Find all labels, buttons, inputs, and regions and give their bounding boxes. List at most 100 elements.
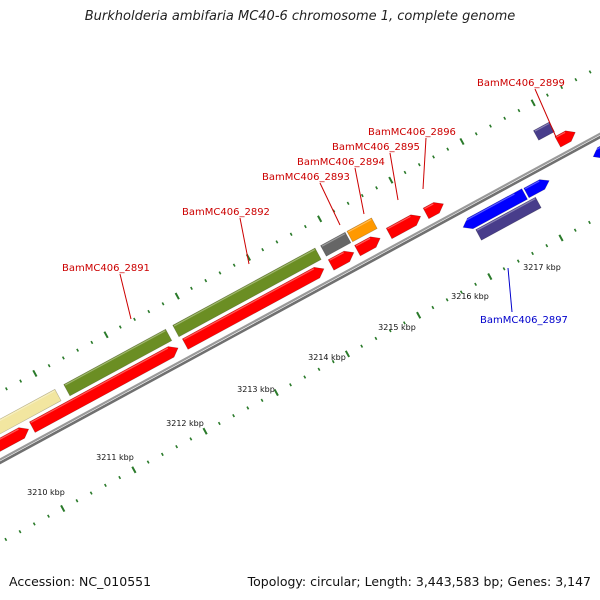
outer-tick [517, 108, 521, 113]
outer-tick [446, 147, 450, 151]
inner-tick [260, 398, 264, 402]
outer-tick [174, 292, 180, 300]
cds-feature-sheen [329, 252, 344, 261]
inner-tick [558, 234, 564, 242]
gene-feature-sheen [173, 249, 316, 327]
inner-tick [246, 406, 250, 410]
scale-tick-label: 3213 kbp [237, 385, 275, 394]
cds-feature [0, 427, 30, 452]
axis-line-upper [0, 132, 600, 461]
cds-feature [28, 346, 179, 433]
inner-tick [303, 375, 307, 379]
inner-tick [273, 388, 279, 397]
reverse-gene-feature-sheen [476, 198, 536, 231]
outer-tick [76, 348, 80, 352]
genome-summary-text: Topology: circular; Length: 3,443,583 bp… [247, 574, 591, 589]
outer-tick [261, 248, 265, 252]
outer-tick [546, 93, 549, 97]
inner-tick [388, 328, 392, 333]
outer-tick [32, 369, 38, 377]
inner-tick [474, 282, 478, 287]
inner-tick [331, 359, 335, 364]
inner-tick [573, 228, 577, 232]
outer-tick [417, 162, 421, 167]
outer-tick-track [5, 70, 592, 391]
map-title: Burkholderia ambifaria MC40-6 chromosome… [84, 9, 516, 24]
outer-tick [432, 155, 435, 159]
leader-line [507, 267, 513, 313]
outer-tick [218, 271, 222, 275]
gene-label: BamMC406_2893 [262, 172, 350, 183]
outer-tick [530, 99, 536, 107]
reverse-gene-feature-sheen [524, 180, 540, 190]
inner-tick [60, 504, 66, 513]
leader-line [319, 182, 341, 226]
gene-feature-sheen [534, 122, 550, 132]
inner-tick [104, 483, 107, 487]
gene-label: BamMC406_2891 [62, 263, 150, 274]
cds-feature-sheen [183, 268, 315, 340]
inner-tick [175, 444, 179, 449]
outer-tick [161, 302, 165, 306]
gene-labels: BamMC406_2891 BamMC406_2892 BamMC406_2893 B… [62, 78, 568, 326]
inner-tick [32, 522, 36, 526]
outer-tick [503, 116, 507, 121]
scale-tick-label: 3211 kbp [96, 453, 134, 462]
gene-feature-sheen [348, 218, 372, 233]
inner-tick [217, 421, 221, 426]
outer-tick [275, 240, 279, 244]
scale-tick-label: 3216 kbp [451, 292, 489, 301]
inner-tick [459, 290, 463, 294]
scale-tick-label: 3215 kbp [378, 323, 416, 332]
outer-tick [61, 356, 65, 360]
gene-label: BamMC406_2899 [477, 78, 565, 89]
outer-tick [388, 176, 394, 184]
outer-tick [588, 70, 592, 74]
outer-tick [346, 201, 350, 206]
gene-label: BamMC406_2896 [368, 127, 456, 138]
inner-tick [18, 529, 22, 534]
gene-label: BamMC406_2894 [297, 157, 385, 168]
outer-tick [103, 331, 109, 339]
gene-feature [63, 328, 173, 397]
leader-line [389, 152, 399, 201]
feature-track [0, 121, 600, 452]
scale-tick-label: 3210 kbp [27, 488, 65, 497]
inner-tick [202, 427, 208, 435]
outer-tick [574, 77, 578, 82]
axis-line-lower [0, 135, 600, 465]
leader-line [119, 273, 132, 320]
outer-tick [90, 340, 94, 345]
cds-feature [422, 202, 444, 220]
inner-tick [160, 452, 164, 457]
inner-tick [189, 437, 193, 441]
inner-tick [516, 259, 520, 263]
inner-tick-track [4, 220, 591, 542]
gene-feature [0, 388, 62, 435]
outer-tick [303, 224, 307, 229]
gene-feature [172, 247, 322, 338]
outer-tick [375, 186, 378, 190]
inner-tick [89, 491, 93, 495]
reverse-gene-feature [462, 188, 528, 230]
outer-tick [360, 193, 364, 198]
inner-tick [531, 251, 534, 256]
outer-tick [190, 286, 193, 291]
inner-tick [402, 321, 406, 325]
outer-tick [403, 170, 407, 175]
outer-tick [47, 363, 51, 368]
outer-tick [19, 379, 23, 383]
outer-tick [289, 232, 293, 236]
inner-tick [4, 537, 8, 542]
reverse-gene-feature-sheen [591, 146, 600, 153]
gene-feature-sheen [0, 390, 55, 422]
accession-text: Accession: NC_010551 [9, 574, 152, 589]
cds-feature-sheen [0, 428, 19, 440]
cds-feature-sheen [424, 203, 434, 210]
outer-tick [232, 263, 236, 267]
inner-tick [431, 305, 435, 310]
inner-tick [502, 267, 506, 271]
gene-label: BamMC406_2895 [332, 142, 420, 153]
cds-feature-sheen [387, 215, 411, 230]
